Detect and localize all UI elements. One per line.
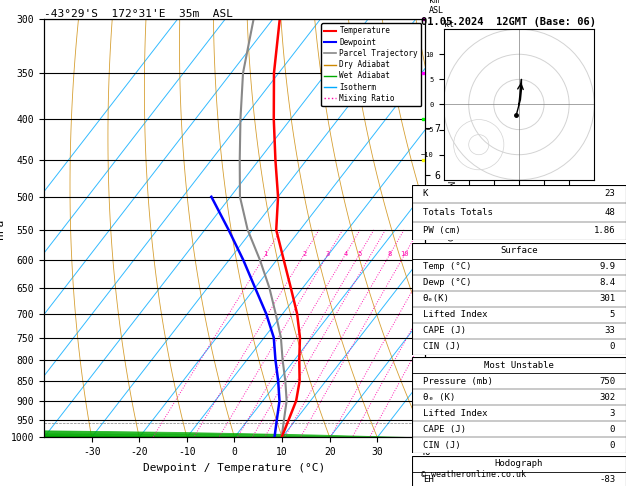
Text: 23: 23 [604, 190, 615, 198]
FancyBboxPatch shape [412, 243, 626, 355]
Text: Pressure (mb): Pressure (mb) [423, 377, 493, 386]
Text: 1.86: 1.86 [594, 226, 615, 235]
Text: 01.05.2024  12GMT (Base: 06): 01.05.2024 12GMT (Base: 06) [421, 17, 596, 27]
Text: -83: -83 [599, 475, 615, 485]
Text: CAPE (J): CAPE (J) [423, 326, 465, 335]
Text: Lifted Index: Lifted Index [423, 310, 487, 319]
Text: 302: 302 [599, 393, 615, 402]
Text: LCL: LCL [429, 419, 443, 428]
Text: 9.9: 9.9 [599, 262, 615, 271]
Text: CIN (J): CIN (J) [423, 342, 460, 351]
Text: 33: 33 [604, 326, 615, 335]
Text: Temp (°C): Temp (°C) [423, 262, 471, 271]
Text: Hodograph: Hodograph [495, 459, 543, 469]
Text: PW (cm): PW (cm) [423, 226, 460, 235]
Text: Totals Totals: Totals Totals [423, 208, 493, 217]
Y-axis label: Mixing Ratio (g/kg): Mixing Ratio (g/kg) [445, 181, 454, 276]
Text: 3: 3 [326, 251, 330, 257]
Text: 48: 48 [604, 208, 615, 217]
Legend: Temperature, Dewpoint, Parcel Trajectory, Dry Adiabat, Wet Adiabat, Isotherm, Mi: Temperature, Dewpoint, Parcel Trajectory… [321, 23, 421, 106]
Y-axis label: hPa: hPa [0, 218, 5, 239]
Text: Surface: Surface [500, 246, 538, 255]
Text: 5: 5 [357, 251, 362, 257]
Text: kt: kt [443, 20, 454, 29]
Text: 2: 2 [302, 251, 306, 257]
Text: 4: 4 [343, 251, 348, 257]
Text: θₑ(K): θₑ(K) [423, 294, 450, 303]
FancyBboxPatch shape [412, 456, 626, 486]
Text: EH: EH [423, 475, 433, 485]
Text: 8.4: 8.4 [599, 278, 615, 287]
Text: CAPE (J): CAPE (J) [423, 425, 465, 434]
X-axis label: Dewpoint / Temperature (°C): Dewpoint / Temperature (°C) [143, 463, 326, 473]
Text: 1: 1 [264, 251, 268, 257]
Text: -43°29'S  172°31'E  35m  ASL: -43°29'S 172°31'E 35m ASL [44, 9, 233, 18]
FancyBboxPatch shape [412, 185, 626, 240]
Text: 3: 3 [610, 409, 615, 418]
Text: 750: 750 [599, 377, 615, 386]
Text: Dewp (°C): Dewp (°C) [423, 278, 471, 287]
Text: θₑ (K): θₑ (K) [423, 393, 455, 402]
Text: km
ASL: km ASL [429, 0, 443, 15]
Text: 0: 0 [610, 441, 615, 450]
Text: Most Unstable: Most Unstable [484, 361, 554, 370]
Text: 301: 301 [599, 294, 615, 303]
Text: 10: 10 [401, 251, 409, 257]
FancyBboxPatch shape [412, 357, 626, 453]
Text: 0: 0 [610, 342, 615, 351]
Text: Lifted Index: Lifted Index [423, 409, 487, 418]
Text: 8: 8 [387, 251, 392, 257]
Text: CIN (J): CIN (J) [423, 441, 460, 450]
Text: © weatheronline.co.uk: © weatheronline.co.uk [421, 469, 526, 479]
Text: 5: 5 [610, 310, 615, 319]
Text: K: K [423, 190, 428, 198]
Text: 0: 0 [610, 425, 615, 434]
